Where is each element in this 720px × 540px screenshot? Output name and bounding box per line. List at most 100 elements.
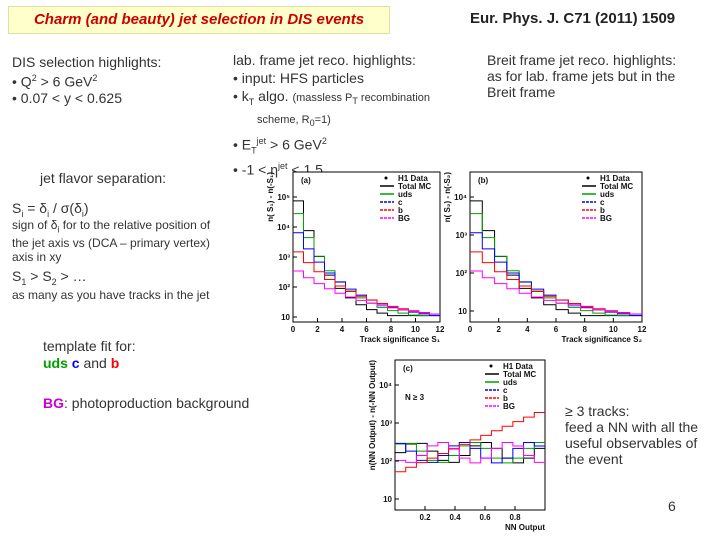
legend-label: BG [600,214,612,223]
legend-label: uds [600,190,615,199]
panel-label: (b) [478,176,489,185]
note: N ≥ 3 [405,393,425,402]
legend-label: c [398,198,403,207]
histogram [293,251,440,315]
y-tick-label: 10 [458,307,467,316]
fit-flavors: uds c and b [43,355,120,371]
legend-label: BG [398,214,410,223]
histogram [395,442,545,464]
y-tick-label: 10² [455,269,467,278]
legend-label: uds [398,190,413,199]
legend-label: H1 Data [503,362,533,371]
legend-label: b [600,206,605,215]
x-axis-title: NN Output [505,523,545,532]
histogram [395,412,545,473]
legend-label: BG [503,402,515,411]
y-tick-label: 10³ [455,231,467,240]
page-number: 6 [668,498,676,514]
legend-marker [384,176,388,180]
significance: Si = δi / σ(δi) [12,200,89,219]
y-axis-title: n( S₁) - n(-S₁) [266,172,275,222]
line: useful observables of [565,435,698,451]
fit-heading: template fit for: [43,338,136,354]
tracks: as many as you have tracks in the jet [12,288,210,302]
x-tick-label: 12 [436,325,445,334]
y-axis-title: n( S₂) - n(-S₂) [443,172,452,223]
y-tick-label: 10² [278,283,290,292]
x-tick-label: 0.6 [479,513,491,522]
y-tick-label: 10² [380,457,392,466]
scheme: scheme, R0=1) [257,113,331,128]
x-tick-label: 0.2 [419,513,431,522]
y-tick-label: 10³ [380,419,392,428]
line: ≥ 3 tracks: [565,403,630,419]
histogram [293,270,440,315]
lab-block: lab. frame jet reco. highlights: • input… [233,52,430,178]
y-tick-label: 10 [383,495,392,504]
x-tick-label: 10 [609,325,618,334]
y-tick-label: 10³ [278,253,290,262]
line: feed a NN with all the [565,419,699,435]
x-axis-title: Track significance S₂ [562,335,643,344]
x-tick-label: 2 [496,325,501,334]
x-tick-label: 2 [315,325,320,334]
x-axis-title: Track significance S₁ [360,335,441,344]
y-axis-title: n(NN Output) - n(-NN Output) [368,360,377,471]
y-tick-label: 10⁴ [454,193,467,202]
dis-block: DIS selection highlights: • Q2 > 6 GeV2 … [12,54,161,106]
legend-marker [586,176,590,180]
y-tick-label: 10 [281,313,290,322]
legend-label: H1 Data [398,174,428,183]
plot-frame [394,359,546,511]
legend-label: Total MC [600,182,633,191]
legend-label: b [503,394,508,403]
panel-label: (c) [403,364,413,373]
x-tick-label: 10 [411,325,420,334]
x-tick-label: 0 [291,325,296,334]
legend-label: c [600,198,605,207]
q2-cut: • Q2 > 6 GeV2 [12,73,98,90]
heading: Breit frame jet reco. highlights: [487,52,677,68]
et-cut: • ETjet > 6 GeV2 [233,135,327,156]
x-tick-label: 4 [525,325,530,334]
x-tick-label: 12 [638,325,647,334]
legend-label: Total MC [503,370,536,379]
x-tick-label: 8 [389,325,394,334]
x-tick-label: 4 [340,325,345,334]
histogram [395,442,545,464]
y-tick-label: 10⁴ [277,223,290,232]
legend-marker [489,364,493,368]
line: the jet axis vs (DCA – primary vertex) [12,236,211,251]
heading: DIS selection highlights: [12,54,162,70]
slide-title: Charm (and beauty) jet selection in DIS … [8,6,390,34]
y-cut: • 0.07 < y < 0.625 [12,89,122,106]
nn-block: ≥ 3 tracks: feed a NN with all the usefu… [565,403,698,467]
y-tick-label: 10⁴ [379,381,392,390]
line: the event [565,451,623,467]
sign-text: sign of δi for to the relative position … [12,218,211,265]
reference: Eur. Phys. J. C71 (2011) 1509 [470,10,676,27]
order: S1 > S2 > … [12,268,87,287]
x-tick-label: 0.8 [509,513,521,522]
legend-label: H1 Data [600,174,630,183]
legend-label: b [398,206,403,215]
histogram [395,442,545,464]
x-tick-label: 0 [468,325,473,334]
legend-label: Total MC [398,182,431,191]
x-tick-label: 6 [554,325,559,334]
body-line: as for lab. frame jets but in the [487,68,676,84]
input: • input: HFS particles [233,70,364,86]
flavor-heading: jet flavor separation: [40,170,167,186]
legend-label: c [503,386,508,395]
histogram [470,270,642,315]
line: axis in xy [12,250,62,265]
histogram [470,251,642,315]
bg-text: BG: photoproduction background [43,395,250,411]
legend-label: uds [503,378,518,387]
kt: • kT algo. (massless PT recombination [233,88,430,107]
x-tick-label: 8 [582,325,587,334]
body-line: Breit frame [487,84,556,100]
x-tick-label: 6 [364,325,369,334]
